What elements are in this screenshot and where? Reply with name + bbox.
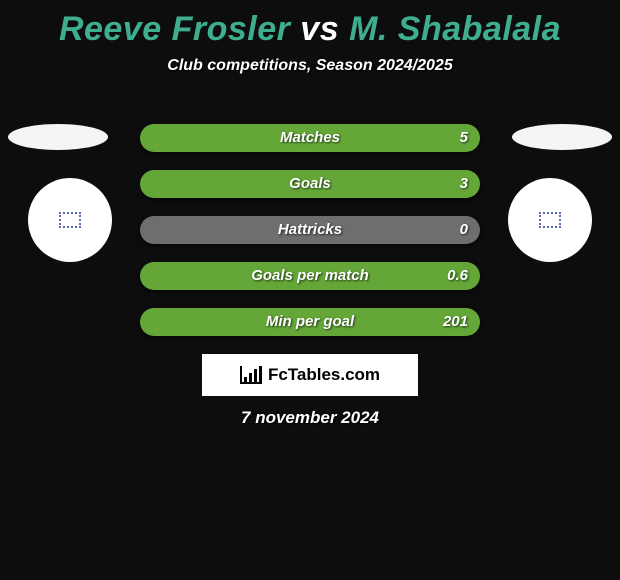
stat-bar-label: Min per goal [266, 308, 354, 336]
stat-bar-label: Hattricks [278, 216, 342, 244]
stat-bar: Goals per match 0.6 [140, 262, 480, 290]
stat-bar: Matches 5 [140, 124, 480, 152]
source-logo-text: FcTables.com [268, 365, 380, 385]
stat-bar: Min per goal 201 [140, 308, 480, 336]
chart-icon [240, 366, 262, 384]
player-portrait-left [8, 124, 108, 150]
stat-bar-label: Goals [289, 170, 331, 198]
source-logo: FcTables.com [202, 354, 418, 396]
subtitle: Club competitions, Season 2024/2025 [0, 57, 620, 75]
stat-bar-label: Goals per match [251, 262, 369, 290]
club-badge-left-inner [59, 212, 81, 228]
club-badge-right-inner [539, 212, 561, 228]
comparison-title: Reeve Frosler vs M. Shabalala [0, 0, 620, 49]
stat-bar-value-right: 201 [443, 308, 468, 336]
stat-bar-value-right: 0 [460, 216, 468, 244]
date-label: 7 november 2024 [0, 408, 620, 428]
title-vs: vs [300, 10, 339, 48]
stat-bars: Matches 5 Goals 3 Hattricks 0 Goals per match 0… [140, 124, 480, 354]
stat-bar-value-right: 0.6 [447, 262, 468, 290]
club-badge-left [28, 178, 112, 262]
title-player2: M. Shabalala [349, 10, 561, 48]
stat-bar-value-right: 5 [460, 124, 468, 152]
stat-bar-label: Matches [280, 124, 340, 152]
title-player1: Reeve Frosler [59, 10, 290, 48]
club-badge-right [508, 178, 592, 262]
stat-bar: Goals 3 [140, 170, 480, 198]
stat-bar: Hattricks 0 [140, 216, 480, 244]
player-portrait-right [512, 124, 612, 150]
stat-bar-value-right: 3 [460, 170, 468, 198]
